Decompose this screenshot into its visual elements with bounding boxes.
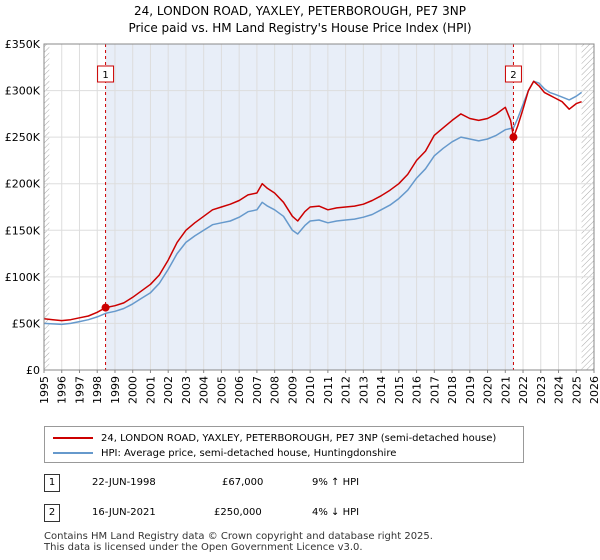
transaction-row: 2 16-JUN-2021 £250,000 4% ↓ HPI (44, 504, 464, 524)
x-tick-label: 2024 (553, 376, 566, 404)
footer-line-1: Contains HM Land Registry data © Crown c… (44, 531, 433, 542)
x-tick-label: 2007 (251, 376, 264, 404)
transaction-hpi: 4% ↓ HPI (312, 507, 360, 518)
x-tick-label: 2016 (411, 376, 424, 404)
legend: 24, LONDON ROAD, YAXLEY, PETERBOROUGH, P… (44, 426, 524, 463)
legend-swatch-property (53, 437, 93, 439)
legend-swatch-hpi (53, 452, 93, 454)
transaction-date: 16-JUN-2021 (92, 507, 156, 518)
hatched-region (44, 44, 50, 370)
property-series-line (43, 80, 582, 322)
x-tick-label: 2009 (286, 376, 299, 404)
transaction-badge: 2 (44, 504, 60, 522)
annotation-badge-box (97, 65, 115, 83)
x-tick-label: 2014 (375, 376, 388, 404)
x-tick-label: 2022 (517, 376, 530, 404)
sale-point-marker (101, 303, 110, 312)
x-tick-label: 2000 (127, 376, 140, 404)
x-tick-label: 2008 (269, 376, 282, 404)
chart-grid (43, 43, 595, 371)
x-tick-label: 1996 (56, 376, 69, 404)
transaction-price: £67,000 (222, 477, 264, 488)
transaction-hpi: 9% ↑ HPI (312, 477, 360, 488)
chart-regions (44, 44, 594, 370)
y-tick-label: £350K (5, 38, 41, 51)
x-tick-label: 2010 (304, 376, 317, 404)
chart-series (43, 80, 583, 326)
transaction-date: 22-JUN-1998 (92, 477, 156, 488)
legend-label-property: 24, LONDON ROAD, YAXLEY, PETERBOROUGH, P… (101, 432, 497, 444)
plot-frame (43, 43, 595, 371)
y-tick-label: £150K (5, 224, 41, 237)
y-tick-label: £50K (12, 317, 41, 330)
annotation-badge-label: 2 (510, 70, 516, 81)
chart-axes: £0 £50K £100K £150K £200K £250K £300K £350K 1995… (5, 38, 600, 404)
legend-label-hpi: HPI: Average price, semi-detached house,… (101, 447, 397, 459)
x-tick-label: 2019 (464, 376, 477, 404)
y-tick-label: £300K (5, 85, 41, 98)
x-tick-label: 2015 (393, 376, 406, 404)
sale-point-marker (509, 133, 518, 142)
x-tick-label: 2018 (446, 376, 459, 404)
x-tick-label: 2004 (198, 376, 211, 404)
transaction-price: £250,000 (214, 507, 262, 518)
x-tick-label: 1998 (91, 376, 104, 404)
annotation-badge-box (504, 65, 522, 83)
x-tick-label: 2005 (215, 376, 228, 404)
x-tick-label: 2006 (233, 376, 246, 404)
footer-line-2: This data is licensed under the Open Gov… (44, 542, 363, 553)
x-tick-label: 2026 (588, 376, 600, 404)
transaction-badge: 1 (44, 474, 60, 492)
legend-item-hpi: HPI: Average price, semi-detached house,… (53, 446, 396, 460)
y-tick-label: £250K (5, 131, 41, 144)
x-tick-label: 2011 (322, 376, 335, 404)
x-tick-label: 1999 (109, 376, 122, 404)
x-tick-label: 2017 (428, 376, 441, 404)
x-tick-label: 2020 (482, 376, 495, 404)
annotation-badge-label: 1 (102, 70, 108, 81)
title-line-1: 24, LONDON ROAD, YAXLEY, PETERBOROUGH, P… (134, 4, 466, 18)
legend-item-property: 24, LONDON ROAD, YAXLEY, PETERBOROUGH, P… (53, 431, 496, 445)
x-tick-label: 2025 (570, 376, 583, 404)
footer: Contains HM Land Registry data © Crown c… (44, 531, 433, 553)
x-tick-label: 2023 (535, 376, 548, 404)
x-tick-label: 2003 (180, 376, 193, 404)
x-tick-label: 2013 (357, 376, 370, 404)
x-tick-label: 2001 (144, 376, 157, 404)
transaction-row: 1 22-JUN-1998 £67,000 9% ↑ HPI (44, 474, 464, 494)
x-tick-label: 1997 (73, 376, 86, 404)
hpi-series-line (43, 80, 583, 326)
title-line-2: Price paid vs. HM Land Registry's House … (128, 21, 472, 35)
chart-title: 24, LONDON ROAD, YAXLEY, PETERBOROUGH, P… (0, 3, 600, 37)
hatched-region (581, 44, 594, 370)
y-tick-label: £200K (5, 178, 41, 191)
y-tick-label: £100K (5, 271, 41, 284)
x-tick-label: 2012 (340, 376, 353, 404)
y-tick-label: £0 (26, 364, 40, 377)
x-tick-label: 2021 (499, 376, 512, 404)
x-tick-label: 2002 (162, 376, 175, 404)
x-tick-label: 1995 (38, 376, 51, 404)
